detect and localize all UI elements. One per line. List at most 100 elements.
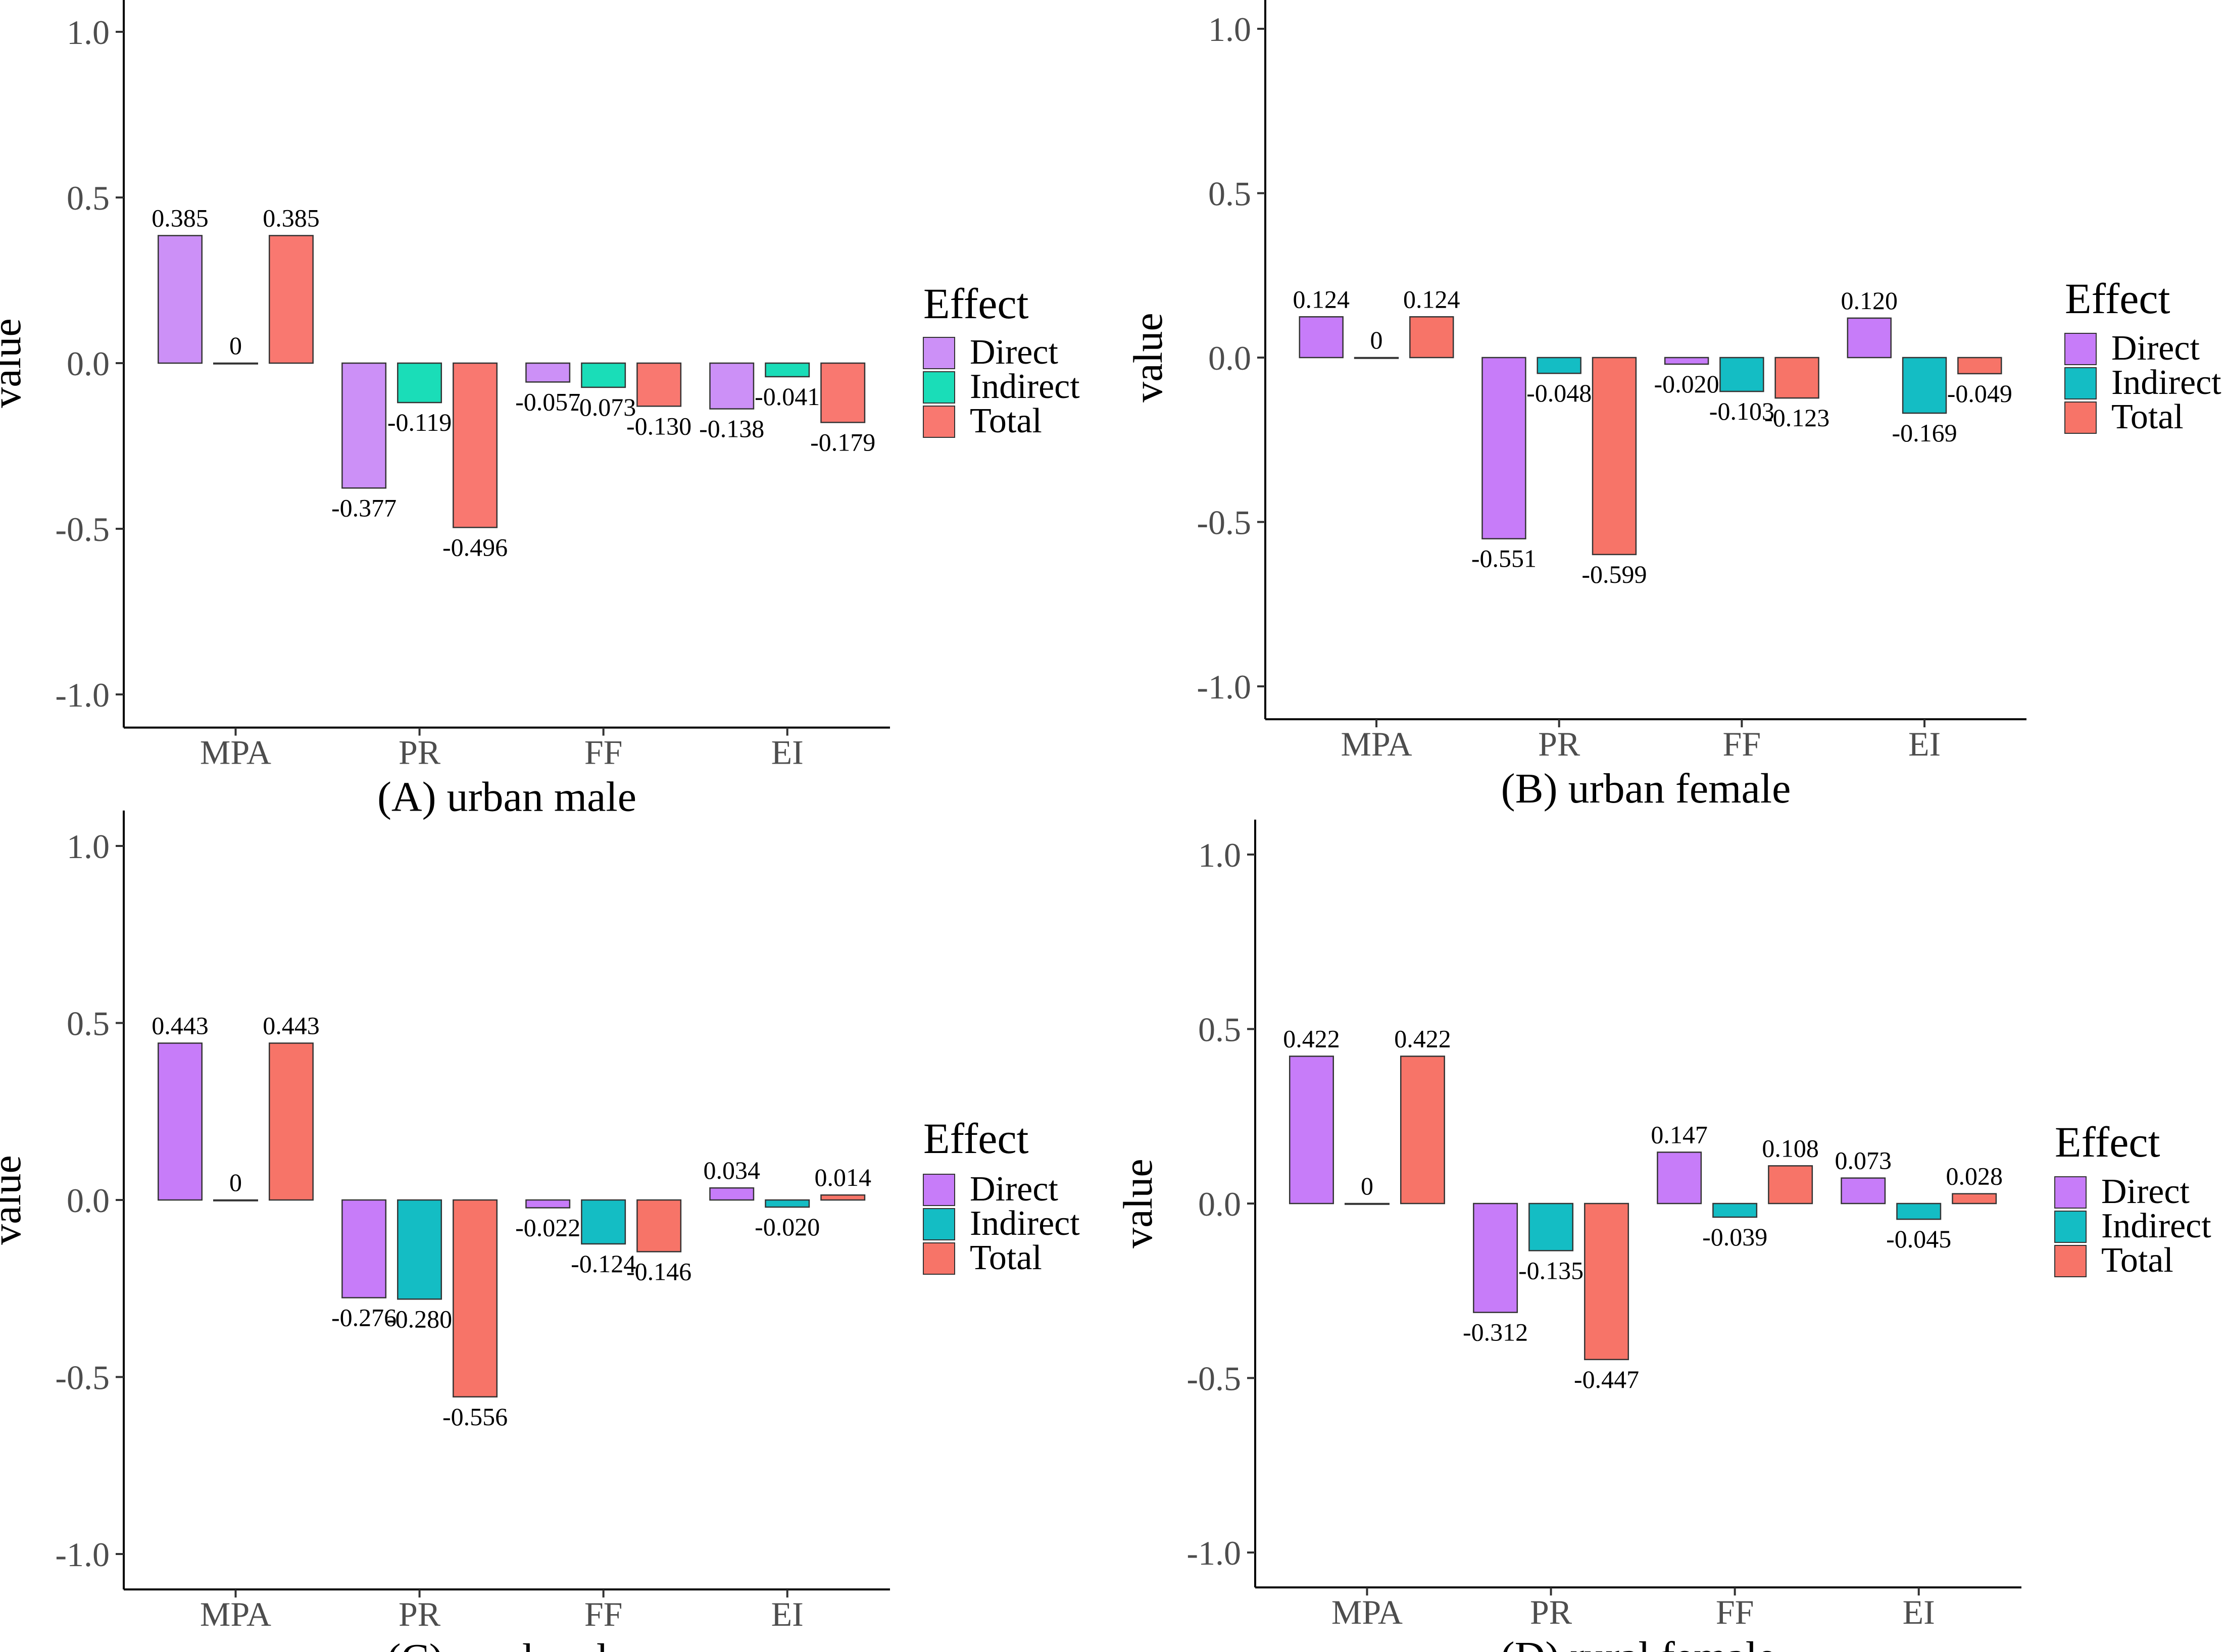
y-axis-title: value — [0, 318, 29, 408]
legend-key-indirect — [923, 371, 955, 404]
data-label: -0.124 — [571, 1249, 636, 1278]
bar-total — [268, 1042, 314, 1201]
legend-key-total — [2064, 402, 2097, 434]
data-label: 0.124 — [1293, 285, 1350, 313]
legend-key-direct — [2054, 1176, 2087, 1209]
legend-label-indirect: Indirect — [2101, 1207, 2211, 1245]
bar-indirect — [1719, 357, 1764, 392]
x-tick-label: FF — [584, 1595, 623, 1633]
x-tick-label: EI — [1908, 725, 1941, 763]
x-tick-label: FF — [1716, 1593, 1754, 1631]
data-label: -0.135 — [1518, 1256, 1583, 1284]
y-tick-label: 0.0 — [67, 1181, 110, 1220]
x-tick-label: EI — [771, 1595, 804, 1633]
data-label: -0.599 — [1581, 560, 1647, 588]
bar-total — [453, 362, 498, 528]
data-label: -0.103 — [1709, 397, 1774, 425]
bar-direct — [1473, 1203, 1518, 1313]
legend-label-direct: Direct — [2101, 1172, 2190, 1211]
y-tick-label: -1.0 — [1197, 668, 1251, 706]
y-axis-title: value — [1115, 1159, 1161, 1248]
data-label: -0.130 — [626, 412, 691, 440]
bar-total — [1400, 1056, 1445, 1205]
y-tick-label: -0.5 — [1186, 1360, 1241, 1398]
panel-title: (C) rural male — [387, 1635, 627, 1652]
y-axis-title: value — [0, 1155, 29, 1245]
data-label: 0.385 — [263, 204, 320, 232]
bar-total — [820, 1194, 866, 1201]
bar-total — [1952, 1193, 1997, 1205]
data-label: 0.443 — [152, 1011, 209, 1039]
bar-indirect — [765, 1199, 810, 1208]
data-label: -0.447 — [1574, 1365, 1639, 1393]
data-label: -0.280 — [387, 1305, 452, 1333]
legend-key-indirect — [2054, 1211, 2087, 1243]
bar-direct — [1481, 357, 1526, 539]
y-tick-label: -1.0 — [1186, 1534, 1241, 1572]
bar-indirect — [1528, 1203, 1574, 1251]
legend-label-indirect: Indirect — [970, 367, 1080, 406]
data-label: -0.119 — [387, 408, 452, 436]
legend-label-indirect: Indirect — [2111, 363, 2221, 402]
bar-indirect — [1896, 1203, 1942, 1220]
data-label: 0.034 — [703, 1156, 760, 1184]
data-label: -0.022 — [515, 1213, 580, 1241]
legend-label-total: Total — [2111, 397, 2184, 436]
data-label: -0.169 — [1892, 419, 1957, 447]
legend-key-indirect — [2064, 367, 2097, 399]
data-label: -0.057 — [515, 387, 580, 416]
bar-total — [453, 1199, 498, 1398]
panel-title: (B) urban female — [1501, 765, 1791, 812]
bar-indirect — [1344, 1203, 1390, 1205]
bar-direct — [525, 362, 571, 383]
legend-label-direct: Direct — [2111, 329, 2200, 368]
legend-title: Effect — [2065, 274, 2170, 323]
y-tick-label: -0.5 — [55, 510, 110, 548]
bar-total — [1409, 316, 1454, 359]
bar-direct — [1847, 317, 1892, 359]
legend-key-indirect — [923, 1208, 955, 1240]
y-axis-title: value — [1125, 313, 1171, 403]
bar-indirect — [1712, 1203, 1758, 1218]
bar-direct — [158, 235, 203, 364]
data-label: 0.014 — [814, 1163, 871, 1191]
legend-key-total — [923, 406, 955, 438]
panel-title: (A) urban male — [377, 774, 636, 821]
bar-total — [1957, 357, 2002, 375]
y-tick-label: -0.5 — [55, 1359, 110, 1397]
legend-key-direct — [923, 337, 955, 369]
bar-total — [1774, 357, 1819, 399]
y-tick-label: 0.0 — [67, 344, 110, 383]
bar-direct — [341, 1199, 387, 1298]
bar-direct — [158, 1042, 203, 1201]
bar-direct — [1841, 1177, 1886, 1205]
legend-key-total — [2054, 1245, 2087, 1277]
legend-title: Effect — [2055, 1118, 2160, 1166]
y-tick-label: 0.0 — [1208, 339, 1251, 377]
chart-panel-2: 1.0 0.5 0.0 -0.5 -1.0 value MPA PR FF EI 0.124 -0.5… — [1125, 0, 2221, 812]
bar-direct — [1289, 1056, 1334, 1205]
data-label: 0.422 — [1283, 1024, 1340, 1053]
chart-panel-4: 1.0 0.5 0.0 -0.5 -1.0 value MPA PR FF EI 0.422 -0.3… — [1115, 819, 2211, 1652]
chart-panel-3: 1.0 0.5 0.0 -0.5 -1.0 value MPA PR FF EI 0.443 -0.2… — [0, 810, 1080, 1652]
data-label: -0.556 — [442, 1403, 508, 1431]
bar-indirect — [1537, 357, 1581, 374]
bar-indirect — [1902, 357, 1947, 414]
bar-direct — [709, 362, 755, 410]
x-tick-label: PR — [1538, 725, 1580, 763]
data-label: 0.422 — [1394, 1024, 1451, 1053]
data-label: -0.073 — [571, 393, 636, 421]
legend-label-direct: Direct — [970, 1170, 1058, 1209]
bar-total — [1584, 1203, 1629, 1361]
x-tick-label: MPA — [1341, 725, 1412, 763]
y-tick-label: 0.5 — [67, 1005, 110, 1043]
x-tick-label: PR — [1530, 1593, 1572, 1631]
data-label: -0.049 — [1947, 379, 2012, 408]
data-label: -0.020 — [1654, 370, 1719, 398]
bar-indirect — [581, 362, 626, 388]
bar-total — [820, 362, 866, 423]
